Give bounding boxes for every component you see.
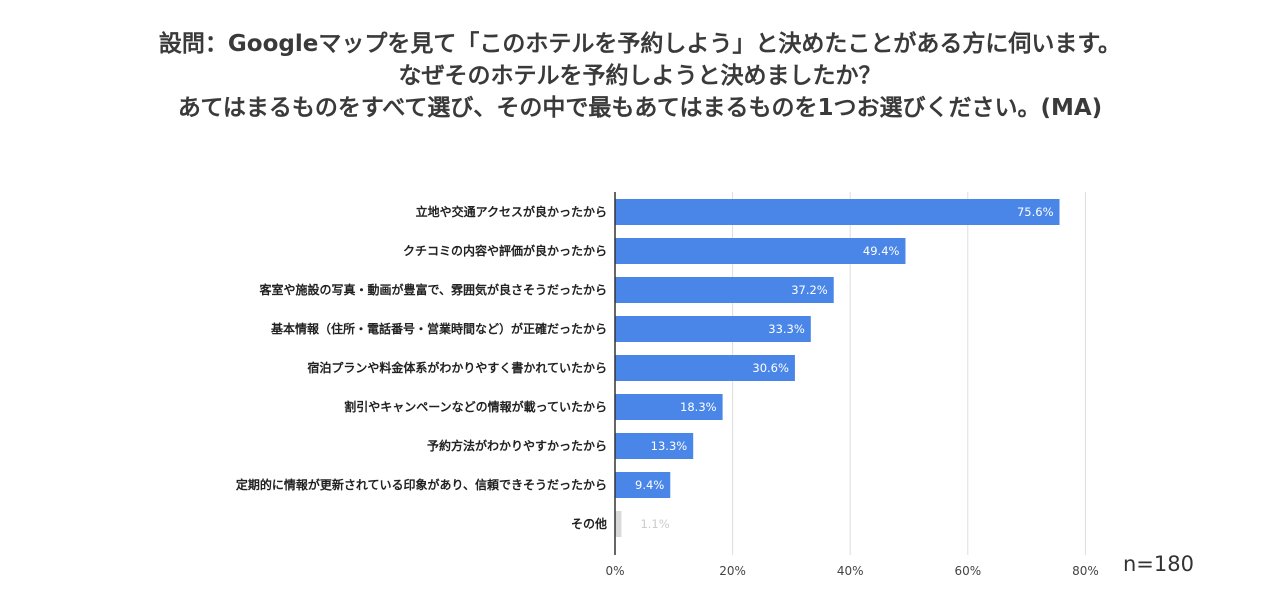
data-label: 37.2% xyxy=(791,283,828,297)
title-line-1: 設問：Googleマップを見て「このホテルを予約しよう」と決めたことがある方に伺… xyxy=(158,31,1122,57)
category-label: 定期的に情報が更新されている印象があり、信頼できそうだったから xyxy=(236,477,607,492)
bar xyxy=(615,394,723,420)
bar xyxy=(615,277,834,303)
category-label: 客室や施設の写真・動画が豊富で、雰囲気が良さそうだったから xyxy=(258,282,607,297)
bar xyxy=(615,355,795,381)
bar xyxy=(615,511,622,537)
x-tick-label: 20% xyxy=(719,564,746,578)
title-line-2: なぜそのホテルを予約しようと決めましたか？ xyxy=(398,63,882,89)
bar xyxy=(615,433,694,459)
data-label: 49.4% xyxy=(863,244,900,258)
chart-title: 設問：Googleマップを見て「このホテルを予約しよう」と決めたことがある方に伺… xyxy=(0,28,1280,124)
x-tick-label: 60% xyxy=(954,564,981,578)
data-label: 18.3% xyxy=(680,400,717,414)
category-label: その他 xyxy=(571,516,607,531)
sample-size-label: n=180 xyxy=(1123,552,1194,576)
category-label: 宿泊プランや料金体系がわかりやすく書かれていたから xyxy=(307,360,607,375)
bar xyxy=(615,238,906,264)
category-label: クチコミの内容や評価が良かったから xyxy=(403,243,607,258)
x-tick-label: 80% xyxy=(1072,564,1099,578)
title-line-3: あてはまるものをすべて選び、その中で最もあてはまるものを1つお選びください。(M… xyxy=(177,95,1103,121)
data-label: 30.6% xyxy=(752,361,789,375)
data-label: 9.4% xyxy=(635,478,664,492)
bar xyxy=(615,316,811,342)
bar xyxy=(615,199,1060,225)
data-label: 13.3% xyxy=(651,439,688,453)
data-label: 1.1% xyxy=(640,517,669,531)
x-tick-label: 40% xyxy=(837,564,864,578)
category-label: 基本情報（住所・電話番号・営業時間など）が正確だったから xyxy=(270,321,607,336)
bar xyxy=(615,472,671,498)
category-label: 立地や交通アクセスが良かったから xyxy=(416,204,607,219)
data-label: 75.6% xyxy=(1017,205,1054,219)
x-tick-label: 0% xyxy=(605,564,624,578)
category-label: 予約方法がわかりやすかったから xyxy=(427,438,607,453)
data-label: 33.3% xyxy=(768,322,805,336)
category-label: 割引やキャンペーンなどの情報が載っていたから xyxy=(344,399,607,414)
